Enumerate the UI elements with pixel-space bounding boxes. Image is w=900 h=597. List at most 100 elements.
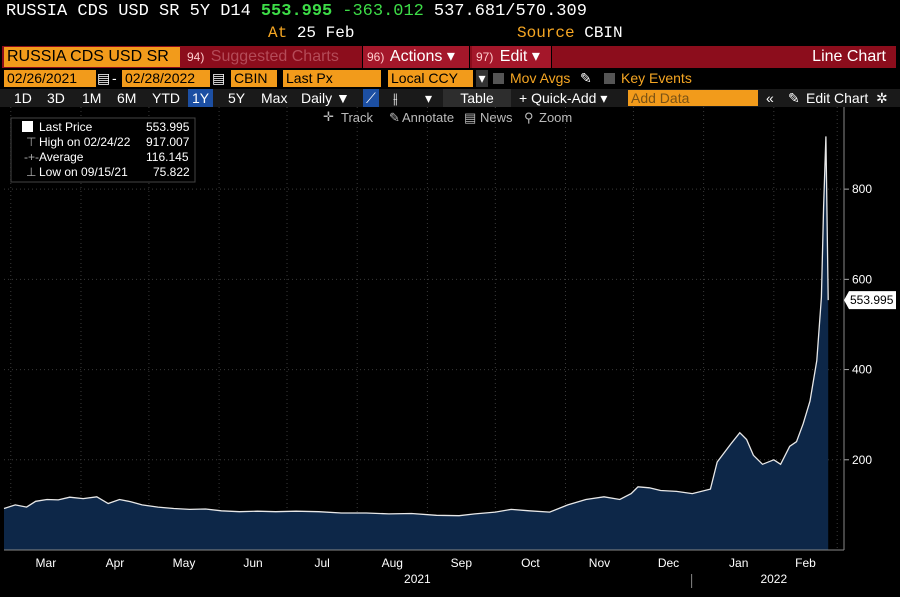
suggested-charts-label: Suggested Charts [210, 48, 339, 65]
legend-low-label: Low on 09/15/21 [39, 165, 128, 179]
legend-last-value: 553.995 [146, 120, 190, 134]
x-tick-label: Jun [243, 556, 262, 570]
edit-number: 97) [476, 50, 494, 64]
period-1m[interactable]: 1M [82, 90, 102, 106]
year-label: 2022 [760, 572, 787, 586]
add-data-input[interactable]: Add Data [628, 90, 758, 106]
security-header: RUSSIA CDS USD SR 5Y D14 553.995 -363.012 5… [6, 2, 597, 24]
last-price: 553.995 [260, 2, 333, 21]
price-chart[interactable]: 200 400 600 800 553.995 Mar Apr May Jun Jul Aug Se… [0, 107, 900, 597]
edit-menu[interactable]: 97) Edit ▾ [472, 46, 552, 68]
mov-avgs-label: Mov Avgs [510, 70, 571, 86]
period-5y[interactable]: 5Y [228, 90, 246, 106]
source-value: CBIN [584, 24, 623, 42]
suggested-charts-button[interactable]: 94) Suggested Charts [187, 46, 339, 68]
suggested-charts-number: 94) [187, 50, 205, 64]
x-tick-label: Oct [521, 556, 540, 570]
low-marker-icon: ⊥ [26, 165, 36, 179]
annotate-button[interactable]: Annotate [402, 110, 454, 125]
edit-label: Edit ▾ [499, 48, 540, 65]
bar-chart-icon[interactable]: ⫲ [393, 90, 398, 106]
zoom-button[interactable]: Zoom [539, 110, 572, 125]
at-value: 25 Feb [296, 24, 355, 42]
calendar-icon[interactable]: ▤ [97, 70, 111, 86]
news-icon[interactable]: ▤ [464, 110, 476, 125]
y-tick-label: 600 [852, 272, 872, 286]
period-max[interactable]: Max [261, 90, 288, 106]
chart-parameters: 02/26/2021 ▤ - 02/28/2022 ▤ CBIN Last Px… [0, 70, 900, 88]
pricing-source-field[interactable]: CBIN [231, 70, 277, 87]
chart-toolbar: 1D 3D 1M 6M YTD 1Y 5Y Max Daily ▼ ⟋ ⫲ ▾ … [0, 89, 900, 107]
x-tick-label: Sep [451, 556, 473, 570]
period-1d[interactable]: 1D [14, 90, 32, 106]
year-label: 2021 [404, 572, 431, 586]
legend-swatch [22, 121, 33, 132]
high-marker-icon: ⊤ [26, 135, 36, 149]
end-date-field[interactable]: 02/28/2022 [122, 70, 210, 87]
x-tick-label: Dec [658, 556, 679, 570]
quote-info: At 25 Feb Source CBIN [0, 24, 900, 44]
pencil-icon[interactable]: ✎ [580, 70, 592, 86]
news-button[interactable]: News [480, 110, 513, 125]
last-price-marker: 553.995 [844, 291, 896, 310]
y-tick-label: 800 [852, 182, 872, 196]
ticker-field[interactable]: RUSSIA CDS USD SR [4, 47, 180, 67]
pencil-icon[interactable]: ✎ [788, 90, 800, 106]
at-label: At [268, 24, 288, 42]
y-tick-label: 200 [852, 453, 872, 467]
key-events-checkbox[interactable] [604, 73, 615, 84]
last-price-label: 553.995 [850, 293, 894, 307]
period-6m[interactable]: 6M [117, 90, 137, 106]
chevron-down-icon[interactable]: ▾ [425, 90, 433, 106]
security-name: RUSSIA CDS USD SR 5Y D14 [6, 2, 251, 21]
key-events-label: Key Events [621, 70, 692, 86]
chart-legend: Last Price 553.995 ⊤ High on 02/24/22 91… [10, 117, 196, 183]
period-3d[interactable]: 3D [47, 90, 65, 106]
bid-ask-range: 537.681/570.309 [433, 2, 587, 21]
legend-box [10, 117, 196, 183]
chart-tools: ✛ Track ✎ Annotate ▤ News ⚲ Zoom [323, 109, 572, 125]
field-selector[interactable]: Last Px [283, 70, 381, 87]
average-marker-icon: -+- [24, 150, 39, 164]
chart-grid [4, 107, 844, 550]
x-tick-label: Aug [382, 556, 403, 570]
x-tick-label: May [173, 556, 196, 570]
price-line [3, 136, 829, 517]
chevron-down-icon[interactable]: ▾ [476, 70, 488, 87]
x-axis: Mar Apr May Jun Jul Aug Sep Oct Nov Dec Jan Feb 2021… [4, 549, 844, 588]
y-axis: 200 400 600 800 553.995 [843, 107, 896, 550]
zoom-icon[interactable]: ⚲ [524, 110, 534, 125]
edit-chart-button[interactable]: Edit Chart [806, 90, 869, 106]
price-change: -363.012 [342, 2, 424, 21]
legend-low-value: 75.822 [153, 165, 190, 179]
actions-menu[interactable]: 96) Actions ▾ [362, 46, 470, 68]
period-1y[interactable]: 1Y [188, 89, 214, 107]
calendar-icon[interactable]: ▤ [212, 70, 226, 86]
currency-selector[interactable]: Local CCY [388, 70, 473, 87]
price-series [3, 136, 829, 550]
gear-icon[interactable]: ✲ [876, 90, 888, 106]
menu-bar: RUSSIA CDS USD SR 94) Suggested Charts 9… [2, 46, 896, 68]
y-tick-label: 400 [852, 363, 872, 377]
legend-last-label: Last Price [39, 120, 93, 134]
source-label: Source [517, 24, 575, 42]
x-tick-label: Mar [36, 556, 57, 570]
actions-number: 96) [367, 50, 385, 64]
collapse-icon[interactable]: « [766, 90, 774, 106]
start-date-field[interactable]: 02/26/2021 [4, 70, 96, 87]
pencil-icon[interactable]: ✎ [389, 110, 400, 125]
line-chart-icon[interactable]: ⟋ [363, 89, 379, 107]
frequency-selector[interactable]: Daily ▼ [301, 90, 350, 106]
x-tick-label: Nov [589, 556, 610, 570]
mov-avgs-checkbox[interactable] [493, 73, 504, 84]
track-icon[interactable]: ✛ [323, 109, 334, 124]
track-button[interactable]: Track [341, 110, 374, 125]
period-ytd[interactable]: YTD [152, 90, 180, 106]
last-price-tag [844, 291, 896, 310]
x-tick-label: Jan [729, 556, 748, 570]
legend-average-value: 116.145 [146, 150, 189, 164]
price-area [4, 136, 829, 550]
chart-type-label[interactable]: Line Chart [812, 48, 886, 65]
quick-add-button[interactable]: + Quick-Add ▾ [519, 90, 608, 106]
table-button[interactable]: Table [443, 89, 511, 107]
